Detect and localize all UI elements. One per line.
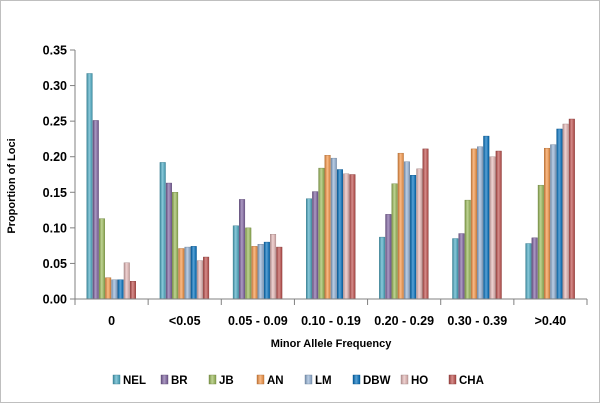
bar-cha bbox=[422, 148, 429, 300]
legend-label: HO bbox=[411, 375, 428, 387]
bar-jb bbox=[391, 183, 398, 300]
legend-swatch-nel bbox=[112, 374, 121, 385]
legend-swatch-ho bbox=[400, 374, 409, 385]
bar-ho bbox=[489, 156, 496, 300]
bar-ho bbox=[562, 123, 569, 300]
legend-label: JB bbox=[219, 375, 234, 387]
x-tick-label: >0.40 bbox=[535, 314, 567, 328]
bar-nel bbox=[86, 73, 93, 300]
legend-swatch-br bbox=[160, 374, 169, 385]
bar-an bbox=[178, 248, 185, 300]
bar-ho bbox=[196, 260, 203, 300]
y-axis: 0.00 0.05 0.10 0.15 0.20 0.25 0.30 0.35 bbox=[43, 44, 76, 307]
bar-dbw bbox=[483, 135, 490, 300]
bar-br bbox=[165, 182, 172, 300]
x-tick-label: 0.10 - 0.19 bbox=[301, 314, 361, 328]
bar-ho bbox=[343, 173, 350, 300]
legend-swatch-an bbox=[256, 374, 265, 385]
x-tick-label: 0.30 - 0.39 bbox=[447, 314, 507, 328]
legend-label: LM bbox=[315, 375, 332, 387]
bar-lm bbox=[330, 157, 337, 300]
y-tick-label: 0.35 bbox=[43, 44, 67, 58]
bar-cha bbox=[349, 174, 356, 300]
bar-br bbox=[312, 191, 319, 300]
y-axis-title: Proportion of Loci bbox=[6, 138, 18, 233]
bar-jb bbox=[172, 192, 179, 300]
bar-ho bbox=[416, 168, 423, 300]
x-axis: 0 <0.05 0.05 - 0.09 0.10 - 0.19 0.20 - 0.29 0… bbox=[74, 298, 588, 328]
legend-label: DBW bbox=[363, 375, 391, 387]
y-tick-label: 0.20 bbox=[43, 150, 67, 164]
y-tick-label: 0.15 bbox=[43, 186, 67, 200]
bar-cha bbox=[129, 281, 136, 300]
bar-cha bbox=[276, 246, 283, 300]
bar-cha bbox=[203, 256, 210, 300]
y-tick-label: 0.05 bbox=[43, 257, 67, 271]
bar-dbw bbox=[410, 175, 417, 300]
legend-swatch-lm bbox=[304, 374, 313, 385]
x-tick-label: <0.05 bbox=[169, 314, 201, 328]
bar-br bbox=[239, 199, 246, 300]
bar-lm bbox=[257, 244, 264, 300]
bar-lm bbox=[550, 144, 557, 300]
bar-an bbox=[397, 152, 404, 300]
x-tick-label: 0.05 - 0.09 bbox=[228, 314, 288, 328]
x-axis-title: Minor Allele Frequency bbox=[271, 338, 393, 350]
bar-dbw bbox=[556, 128, 563, 300]
bar-nel bbox=[232, 225, 239, 300]
bar-jb bbox=[245, 227, 252, 300]
bar-nel bbox=[525, 243, 532, 300]
bar-dbw bbox=[190, 246, 197, 300]
bar-jb bbox=[98, 218, 105, 300]
bar-nel bbox=[379, 236, 386, 300]
bar-nel bbox=[452, 238, 459, 300]
bar-ho bbox=[123, 262, 130, 300]
legend-label: BR bbox=[171, 375, 188, 387]
bar-nel bbox=[306, 198, 313, 300]
bar-br bbox=[92, 120, 99, 300]
bar-dbw bbox=[117, 279, 124, 300]
bar-cha bbox=[568, 118, 575, 300]
bar-br bbox=[531, 237, 538, 300]
bar-series bbox=[86, 73, 575, 300]
bar-dbw bbox=[337, 169, 344, 300]
legend-swatch-dbw bbox=[352, 374, 361, 385]
x-tick-label: 0 bbox=[108, 314, 115, 328]
bar-lm bbox=[111, 279, 118, 300]
bar-lm bbox=[477, 146, 484, 300]
bar-dbw bbox=[263, 241, 270, 300]
bar-an bbox=[251, 246, 258, 300]
bar-an bbox=[105, 277, 112, 300]
bar-an bbox=[324, 155, 331, 300]
legend-label: CHA bbox=[459, 375, 484, 387]
bar-an bbox=[470, 148, 477, 300]
y-tick-label: 0.30 bbox=[43, 79, 67, 93]
bar-lm bbox=[184, 246, 191, 300]
bar-an bbox=[544, 147, 551, 300]
legend: NEL BR JB AN LM DBW HO CHA bbox=[112, 374, 484, 387]
bar-br bbox=[385, 214, 392, 300]
bar-jb bbox=[537, 184, 544, 300]
bar-cha bbox=[495, 150, 502, 300]
bar-br bbox=[458, 233, 465, 300]
bar-ho bbox=[270, 234, 277, 300]
bar-lm bbox=[403, 161, 410, 300]
bar-jb bbox=[318, 167, 325, 300]
legend-swatch-cha bbox=[448, 374, 457, 385]
x-tick-label: 0.20 - 0.29 bbox=[374, 314, 434, 328]
legend-label: NEL bbox=[123, 375, 146, 387]
bar-nel bbox=[159, 162, 166, 300]
y-tick-label: 0.10 bbox=[43, 221, 67, 235]
bar-jb bbox=[464, 199, 471, 300]
y-tick-label: 0.25 bbox=[43, 115, 67, 129]
y-tick-label: 0.00 bbox=[43, 293, 67, 307]
legend-label: AN bbox=[267, 375, 284, 387]
legend-swatch-jb bbox=[208, 374, 217, 385]
